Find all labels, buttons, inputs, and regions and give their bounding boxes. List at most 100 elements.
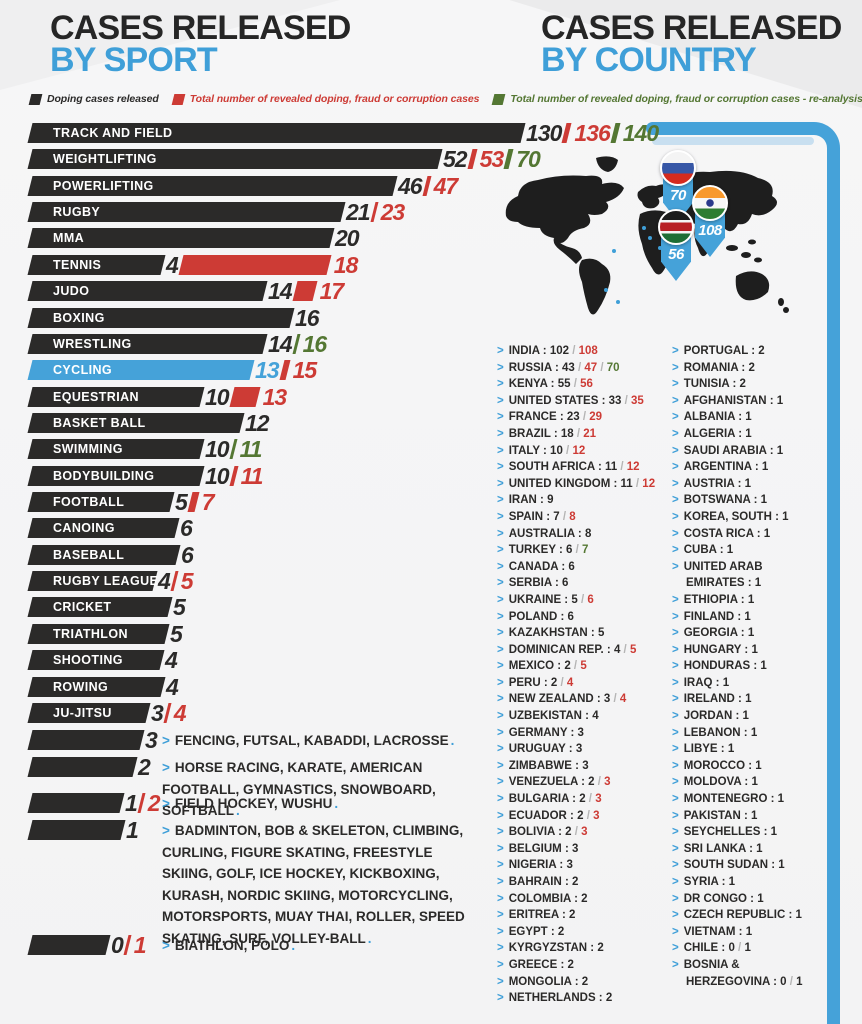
country-entry: > ROMANIA : 2 xyxy=(672,360,814,377)
list-marker-icon: > xyxy=(497,925,504,938)
value-separator: / xyxy=(579,411,590,424)
country-name: NETHERLANDS : xyxy=(508,992,606,1005)
country-value: 2 xyxy=(571,876,579,888)
sport-value: 2 xyxy=(138,754,151,780)
country-value: 1 xyxy=(760,660,767,673)
list-marker-icon: > xyxy=(672,726,679,739)
sport-value: 5 xyxy=(170,621,183,647)
page-title-sport: CASES RELEASED BY SPORT xyxy=(50,9,351,77)
sport-bar: BASKET BALL xyxy=(27,413,245,433)
sport-row: FOOTBALL 5 7 xyxy=(27,491,215,514)
value-separator: / xyxy=(574,361,585,374)
country-entry: > BOSNIA & HERZEGOVINA : 0 / 1 xyxy=(672,957,814,990)
sport-bar: BODYBUILDING xyxy=(27,466,205,486)
list-marker-icon: > xyxy=(497,859,504,872)
country-entry: > DR CONGO : 1 xyxy=(672,891,814,908)
country-entry: > SRI LANKA : 1 xyxy=(672,841,814,858)
country-entry: > CANADA : 6 xyxy=(497,559,669,576)
list-marker-icon: > xyxy=(672,942,679,955)
country-value: 1 xyxy=(745,411,752,424)
country-value: 2 xyxy=(550,676,558,689)
sport-bar-segment xyxy=(123,935,132,955)
sport-value: 5 xyxy=(173,594,186,620)
country-entry: > UNITED KINGDOM : 11 / 12 xyxy=(497,476,669,493)
country-value: 1 xyxy=(742,710,749,723)
sport-bar-label: BASKET BALL xyxy=(53,416,146,430)
list-marker-icon: > xyxy=(672,925,679,938)
country-name: BOSNIA & HERZEGOVINA : xyxy=(683,958,781,988)
sport-row: EQUESTRIAN 10 13 xyxy=(27,386,287,409)
country-column-2: > PORTUGAL : 2 > ROMANIA : 2 > TUNISIA : 2 > AF… xyxy=(672,343,814,990)
sport-bar-label: TRIATHLON xyxy=(53,627,128,641)
sport-value: 70 xyxy=(516,146,541,172)
list-marker-icon: > xyxy=(672,461,679,474)
country-value: 11 xyxy=(604,461,618,474)
country-name: PERU : xyxy=(508,676,551,689)
sport-bar: MMA xyxy=(27,228,335,248)
country-name: HUNGARY : xyxy=(683,643,752,656)
list-marker-icon: > xyxy=(497,710,504,723)
country-name: TUNISIA : xyxy=(683,378,740,391)
value-separator: / xyxy=(585,793,596,806)
country-value: 11 xyxy=(620,477,633,490)
legend-label: Total number of revealed doping, fraud o… xyxy=(189,93,480,105)
country-value: 1 xyxy=(782,510,789,523)
country-value: 1 xyxy=(751,776,758,789)
sport-row: BOXING 16 xyxy=(27,305,320,331)
list-marker-icon: > xyxy=(672,494,679,507)
country-value: 12 xyxy=(642,477,656,490)
value-separator: / xyxy=(577,593,588,606)
value-separator: / xyxy=(632,477,643,490)
sport-group-text: FIELD HOCKEY, WUSHU xyxy=(174,796,333,811)
pin-number: 108 xyxy=(698,222,722,239)
sport-group-note: > FIELD HOCKEY, WUSHU. xyxy=(162,793,472,815)
sport-bar: POWERLIFTING xyxy=(27,176,398,196)
country-name: PAKISTAN : xyxy=(683,809,752,822)
country-value: 1 xyxy=(747,627,755,640)
list-marker-icon: > xyxy=(497,593,504,606)
country-value: 1 xyxy=(751,809,758,822)
list-marker-icon: > xyxy=(497,676,504,689)
blue-frame-cap xyxy=(646,122,658,135)
sport-value: 16 xyxy=(295,305,320,331)
sport-row: WEIGHTLIFTING 52 53 70 xyxy=(27,146,541,172)
country-entry: > INDIA : 102 / 108 xyxy=(497,343,669,360)
sport-bar-segment xyxy=(137,793,146,813)
country-entry: > GEORGIA : 1 xyxy=(672,625,814,642)
country-name: CUBA : xyxy=(683,544,727,557)
country-entry: > KYRGYZSTAN : 2 xyxy=(497,940,669,957)
list-marker-icon: > xyxy=(162,760,170,775)
value-separator: / xyxy=(562,444,573,457)
country-name: ECUADOR : xyxy=(508,809,578,822)
note-terminator: . xyxy=(367,930,372,946)
sport-group-text: FENCING, FUTSAL, KABADDI, LACROSSE xyxy=(174,733,449,748)
country-entry: > ERITREA : 2 xyxy=(497,907,669,924)
country-name: AUSTRIA : xyxy=(683,477,745,490)
country-entry: > UZBEKISTAN : 4 xyxy=(497,708,669,725)
country-entry: > POLAND : 6 xyxy=(497,609,669,626)
sport-bar: ROWING xyxy=(27,677,166,697)
list-marker-icon: > xyxy=(497,411,504,424)
country-name: EGYPT : xyxy=(508,925,558,938)
country-value: 108 xyxy=(578,345,598,357)
country-value: 1 xyxy=(754,577,762,590)
title-right-line2: BY COUNTRY xyxy=(541,41,757,79)
list-marker-icon: > xyxy=(162,733,170,748)
sport-value: 1 xyxy=(125,790,138,816)
country-entry: > HUNGARY : 1 xyxy=(672,642,814,659)
sport-value: 11 xyxy=(239,436,263,462)
sport-bar-label: ROWING xyxy=(53,680,109,694)
sport-value: 20 xyxy=(335,225,360,251)
title-left-line1: CASES RELEASED xyxy=(50,9,351,47)
country-value: 1 xyxy=(776,444,784,457)
country-name: SPAIN : xyxy=(508,510,554,523)
country-value: 5 xyxy=(597,627,605,640)
country-value: 1 xyxy=(760,494,767,507)
country-name: UNITED STATES : xyxy=(508,394,609,407)
list-marker-icon: > xyxy=(672,693,679,706)
country-value: 1 xyxy=(796,975,803,988)
country-name: MEXICO : xyxy=(508,660,565,673)
value-separator: / xyxy=(621,394,631,407)
sport-value: 140 xyxy=(622,120,659,146)
list-marker-icon: > xyxy=(497,610,504,623)
